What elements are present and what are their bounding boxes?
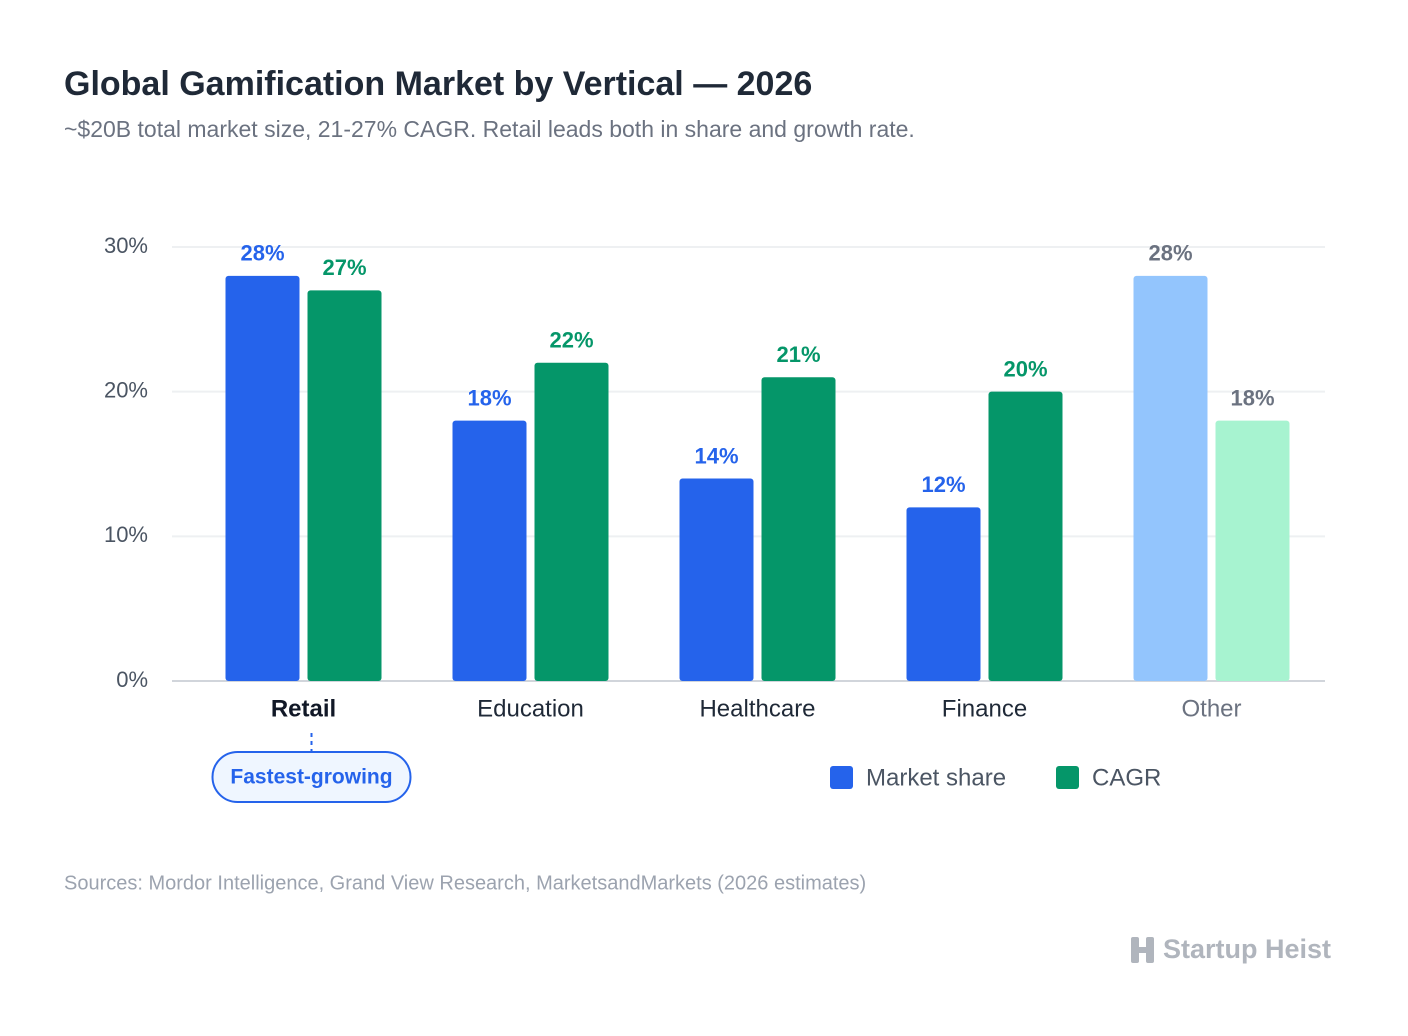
legend-label: Market share (866, 764, 1006, 791)
bar (761, 377, 836, 681)
bar (1133, 275, 1208, 681)
value-label: 14% (694, 443, 738, 468)
y-tick-label: 10% (104, 522, 148, 547)
x-tick-label: Retail (271, 695, 336, 722)
x-tick-label: Other (1181, 695, 1241, 722)
x-tick-label: Finance (942, 695, 1027, 722)
value-label: 28% (240, 241, 284, 266)
value-label: 20% (1003, 356, 1047, 381)
y-tick-label: 20% (104, 377, 148, 402)
y-tick-label: 30% (104, 233, 148, 258)
legend-swatch (830, 766, 853, 789)
value-label: 28% (1148, 241, 1192, 266)
bar (534, 362, 609, 681)
value-label: 27% (322, 255, 366, 280)
source: Sources: Mordor Intelligence, Grand View… (64, 872, 866, 894)
bar (452, 420, 527, 681)
bar (225, 275, 300, 681)
bar (906, 507, 981, 681)
value-label: 18% (1230, 385, 1274, 410)
value-label: 21% (776, 342, 820, 367)
bar (1215, 420, 1290, 681)
chart-title: Global Gamification Market by Vertical —… (64, 65, 812, 103)
bar (679, 478, 754, 681)
bar (307, 290, 382, 681)
annotation: Fastest-growing (230, 766, 392, 789)
brand: Startup Heist (1163, 934, 1331, 964)
x-tick-label: Healthcare (699, 695, 815, 722)
value-label: 18% (467, 385, 511, 410)
y-tick-label: 0% (116, 667, 148, 692)
value-label: 12% (921, 472, 965, 497)
bar (988, 391, 1063, 681)
chart-subtitle: ~$20B total market size, 21-27% CAGR. Re… (64, 116, 915, 142)
annotation-pill (211, 751, 412, 803)
legend-swatch (1056, 766, 1079, 789)
brand-icon (1131, 937, 1154, 963)
x-tick-label: Education (477, 695, 584, 722)
legend-label: CAGR (1092, 764, 1161, 791)
value-label: 22% (549, 328, 593, 353)
